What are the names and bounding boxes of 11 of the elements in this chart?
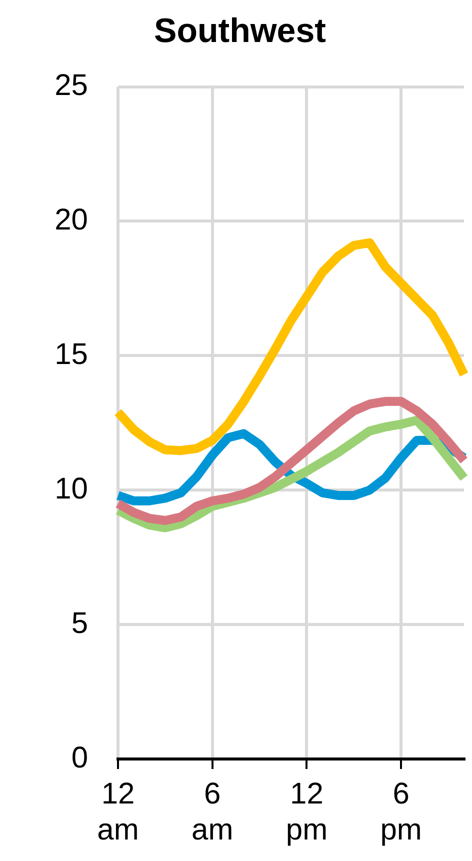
chart-title: Southwest [154, 12, 326, 50]
x-tick-label: 6 am [192, 777, 234, 846]
y-tick-label: 5 [71, 606, 88, 640]
x-tick-label: 12 am [97, 777, 139, 846]
y-tick-label: 15 [54, 338, 88, 371]
y-tick-label: 20 [54, 204, 88, 237]
y-tick-label: 25 [54, 69, 88, 102]
y-tick-label: 10 [54, 472, 88, 506]
y-tick-label: 0 [71, 741, 88, 774]
x-tick-label: 12 pm [286, 777, 328, 846]
x-tick-label: 6 pm [380, 777, 422, 846]
